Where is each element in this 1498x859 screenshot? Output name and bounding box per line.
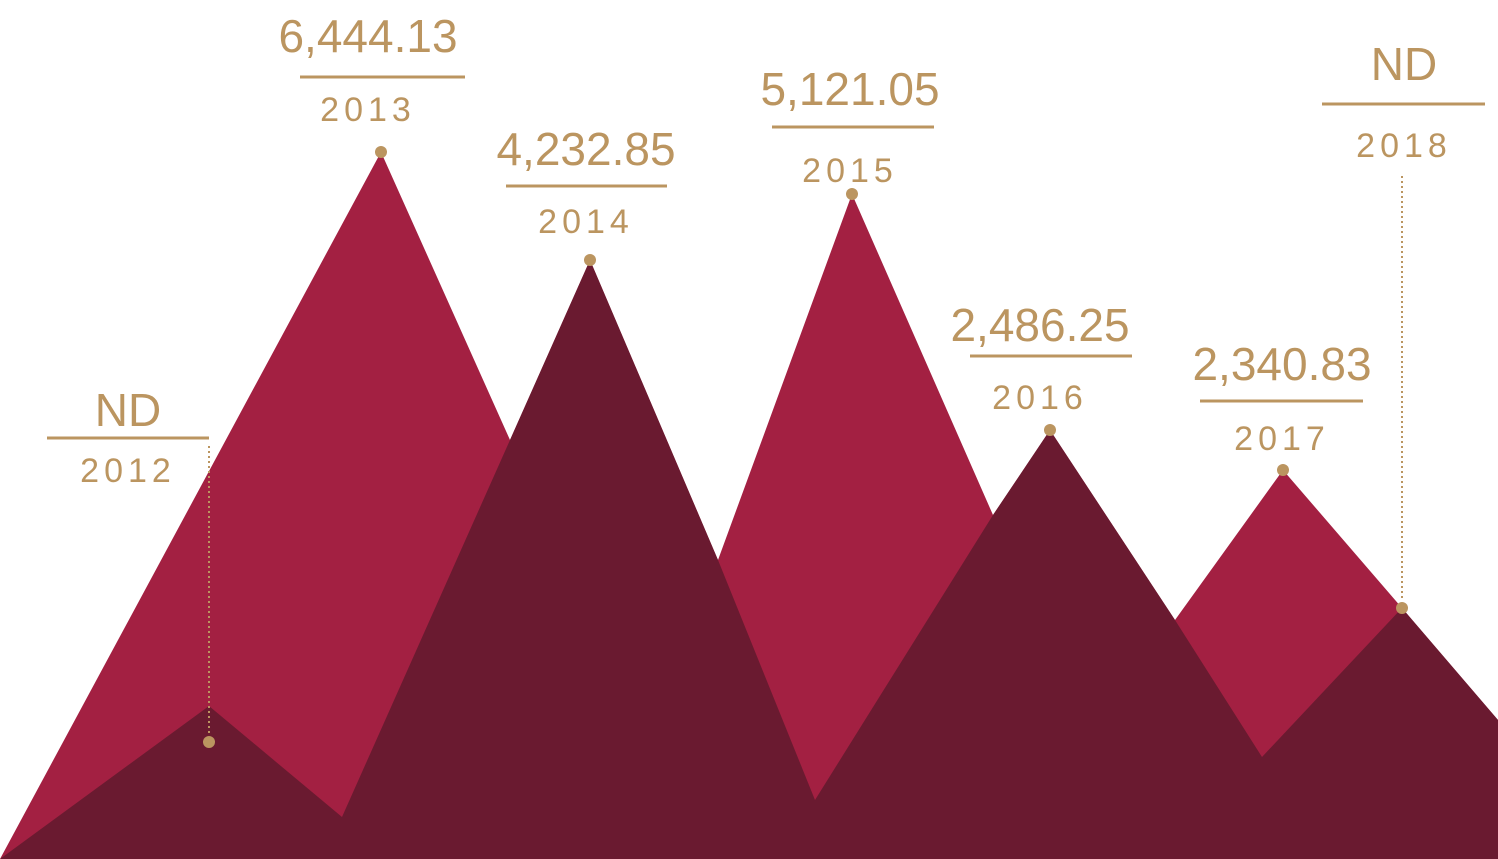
year-label-2015: 2015 (802, 152, 898, 190)
value-label-2012: ND (95, 384, 161, 436)
value-label-2018: ND (1371, 38, 1437, 90)
year-label-2018: 2018 (1356, 127, 1452, 165)
year-label-2014: 2014 (538, 203, 634, 241)
point-marker-2012 (203, 736, 215, 748)
value-label-2017: 2,340.83 (1192, 338, 1371, 390)
back-area-shape (0, 260, 1498, 859)
point-marker-2014 (584, 254, 596, 266)
year-label-2013: 2013 (320, 91, 416, 129)
point-marker-2015 (846, 188, 858, 200)
value-label-2014: 4,232.85 (496, 123, 675, 175)
point-marker-2016 (1044, 424, 1056, 436)
value-label-2015: 5,121.05 (760, 63, 939, 115)
point-marker-2013 (375, 146, 387, 158)
year-label-2012: 2012 (80, 452, 176, 490)
annotations: ND 2012 6,444.13 2013 4,232.85 2014 5,121.05 20… (47, 10, 1485, 748)
value-label-2013: 6,444.13 (278, 10, 457, 62)
point-marker-2017 (1277, 464, 1289, 476)
year-label-2016: 2016 (992, 379, 1088, 417)
value-label-2016: 2,486.25 (950, 299, 1129, 351)
year-label-2017: 2017 (1234, 420, 1330, 458)
point-marker-2018 (1396, 602, 1408, 614)
